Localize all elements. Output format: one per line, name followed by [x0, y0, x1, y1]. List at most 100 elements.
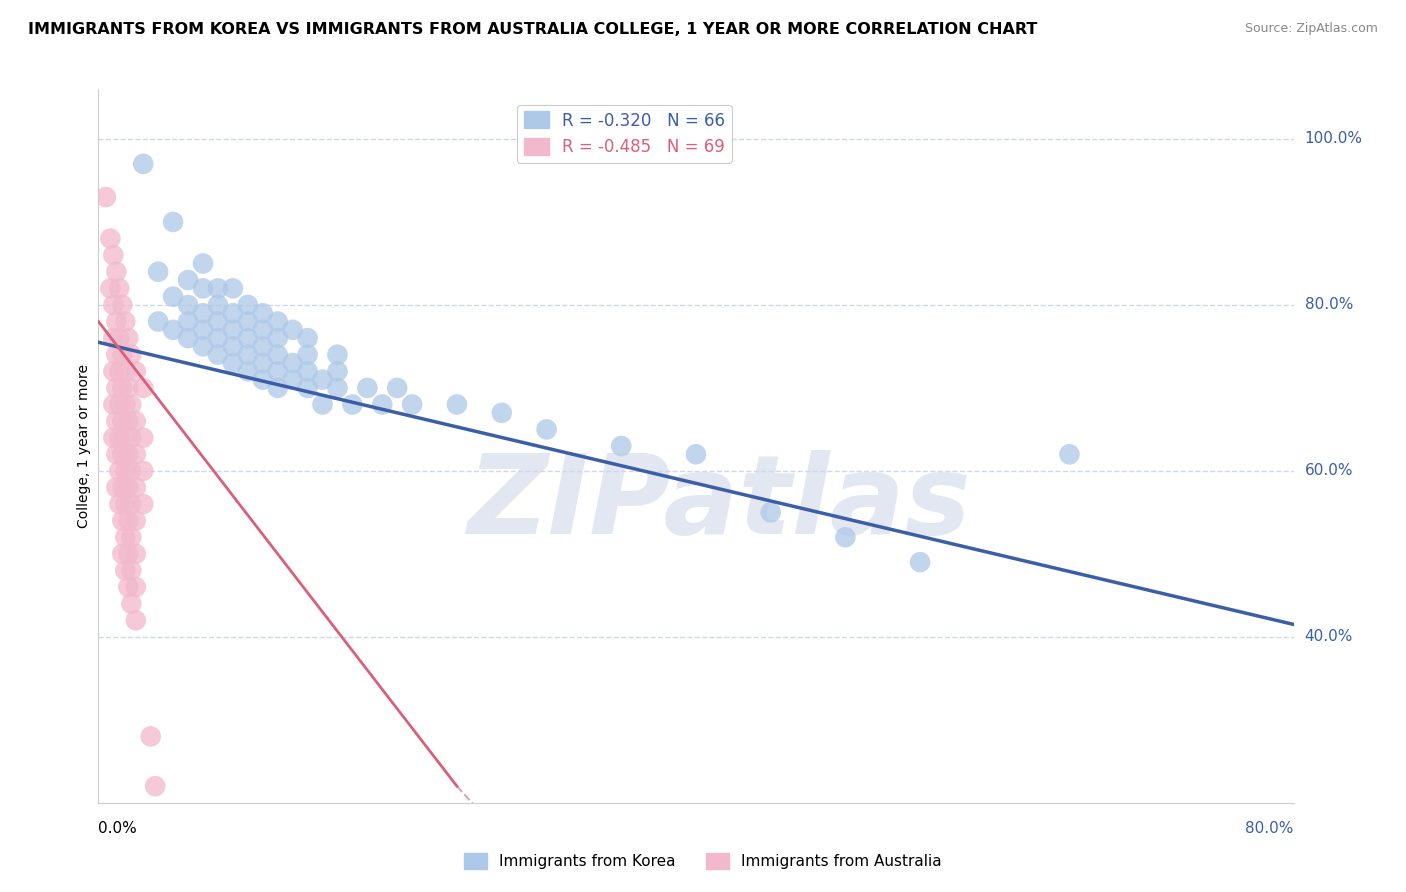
- Point: [297, 381, 319, 395]
- Point: [236, 298, 259, 312]
- Point: [108, 364, 131, 378]
- Point: [252, 356, 274, 370]
- Point: [108, 464, 131, 478]
- Point: [148, 314, 170, 328]
- Point: [117, 414, 139, 428]
- Point: [446, 397, 468, 411]
- Point: [111, 348, 134, 362]
- Point: [342, 397, 364, 411]
- Point: [132, 497, 155, 511]
- Point: [222, 306, 245, 320]
- Point: [267, 364, 290, 378]
- Text: IMMIGRANTS FROM KOREA VS IMMIGRANTS FROM AUSTRALIA COLLEGE, 1 YEAR OR MORE CORRE: IMMIGRANTS FROM KOREA VS IMMIGRANTS FROM…: [28, 22, 1038, 37]
- Legend: Immigrants from Korea, Immigrants from Australia: Immigrants from Korea, Immigrants from A…: [458, 847, 948, 875]
- Point: [139, 730, 162, 744]
- Point: [191, 323, 214, 337]
- Point: [297, 331, 319, 345]
- Point: [177, 331, 200, 345]
- Text: 60.0%: 60.0%: [1305, 463, 1353, 478]
- Point: [191, 339, 214, 353]
- Point: [105, 265, 128, 279]
- Point: [908, 555, 931, 569]
- Point: [222, 323, 245, 337]
- Point: [125, 613, 148, 627]
- Text: 40.0%: 40.0%: [1305, 630, 1353, 644]
- Point: [125, 364, 148, 378]
- Point: [236, 364, 259, 378]
- Point: [103, 298, 125, 312]
- Point: [103, 397, 125, 411]
- Point: [117, 381, 139, 395]
- Point: [252, 373, 274, 387]
- Point: [125, 547, 148, 561]
- Point: [491, 406, 513, 420]
- Point: [111, 514, 134, 528]
- Point: [222, 339, 245, 353]
- Point: [105, 381, 128, 395]
- Point: [120, 464, 142, 478]
- Point: [120, 397, 142, 411]
- Point: [125, 414, 148, 428]
- Point: [114, 497, 136, 511]
- Point: [162, 290, 184, 304]
- Point: [267, 381, 290, 395]
- Point: [120, 597, 142, 611]
- Legend: R = -0.320   N = 66, R = -0.485   N = 69: R = -0.320 N = 66, R = -0.485 N = 69: [517, 104, 731, 162]
- Point: [108, 397, 131, 411]
- Point: [267, 331, 290, 345]
- Point: [267, 314, 290, 328]
- Point: [108, 281, 131, 295]
- Point: [114, 397, 136, 411]
- Point: [536, 422, 558, 436]
- Point: [120, 348, 142, 362]
- Point: [143, 779, 166, 793]
- Point: [103, 431, 125, 445]
- Point: [162, 215, 184, 229]
- Point: [117, 547, 139, 561]
- Point: [177, 314, 200, 328]
- Point: [132, 381, 155, 395]
- Point: [1059, 447, 1081, 461]
- Point: [114, 364, 136, 378]
- Point: [222, 356, 245, 370]
- Point: [125, 447, 148, 461]
- Point: [105, 414, 128, 428]
- Point: [326, 381, 349, 395]
- Point: [177, 273, 200, 287]
- Point: [114, 314, 136, 328]
- Point: [236, 348, 259, 362]
- Point: [132, 431, 155, 445]
- Point: [98, 231, 122, 245]
- Point: [281, 373, 304, 387]
- Point: [267, 348, 290, 362]
- Point: [685, 447, 707, 461]
- Text: Source: ZipAtlas.com: Source: ZipAtlas.com: [1244, 22, 1378, 36]
- Point: [108, 497, 131, 511]
- Point: [281, 356, 304, 370]
- Point: [132, 157, 155, 171]
- Point: [252, 323, 274, 337]
- Y-axis label: College, 1 year or more: College, 1 year or more: [77, 364, 91, 528]
- Text: 80.0%: 80.0%: [1246, 822, 1294, 837]
- Point: [114, 564, 136, 578]
- Text: 0.0%: 0.0%: [98, 822, 138, 837]
- Point: [120, 564, 142, 578]
- Point: [103, 248, 125, 262]
- Point: [177, 298, 200, 312]
- Point: [281, 323, 304, 337]
- Point: [114, 530, 136, 544]
- Point: [236, 331, 259, 345]
- Point: [114, 464, 136, 478]
- Point: [105, 447, 128, 461]
- Point: [117, 580, 139, 594]
- Point: [111, 414, 134, 428]
- Point: [834, 530, 856, 544]
- Point: [94, 190, 117, 204]
- Point: [108, 431, 131, 445]
- Point: [297, 348, 319, 362]
- Point: [207, 298, 229, 312]
- Point: [371, 397, 394, 411]
- Point: [191, 281, 214, 295]
- Point: [326, 364, 349, 378]
- Point: [326, 348, 349, 362]
